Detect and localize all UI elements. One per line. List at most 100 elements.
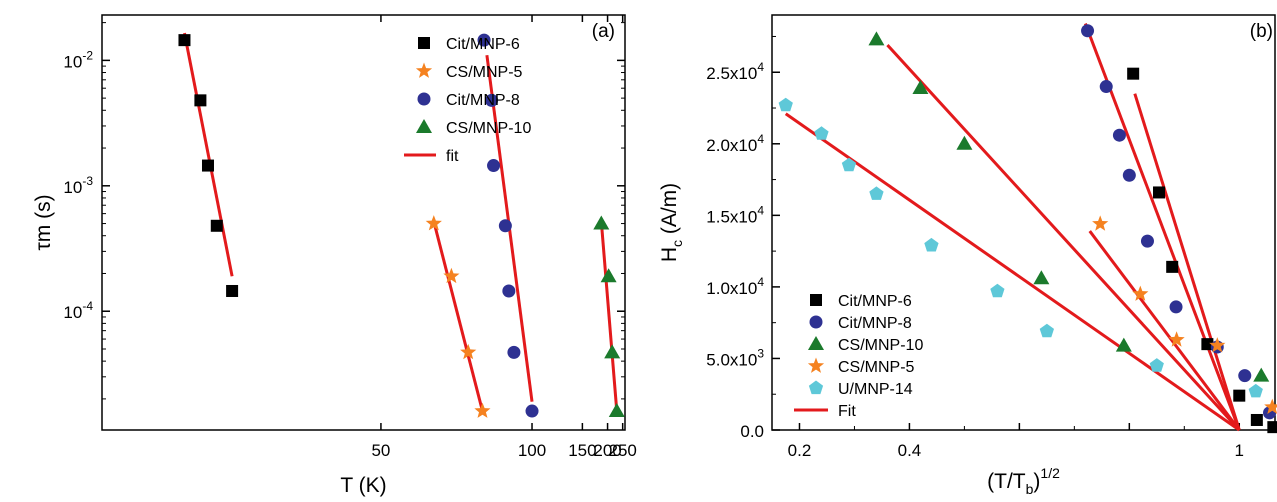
legend: Cit/MNP-6 CS/MNP-5 Cit/MNP-8 CS/MNP-10 fit — [404, 36, 531, 165]
legend-label: Cit/MNP-8 — [446, 92, 520, 109]
y-tick-base: 2.5x10 — [706, 64, 757, 83]
x-axis-title-part: 1/2 — [1040, 465, 1060, 481]
data-point-cit-mnp-8 — [1081, 24, 1095, 38]
panel-label: (b) — [1250, 21, 1273, 42]
data-point-cs-mnp-10 — [593, 215, 610, 230]
data-point-cit-mnp-8 — [487, 159, 501, 173]
legend-marker-cit-mnp-6 — [810, 294, 822, 306]
data-point-cit-mnp-8 — [477, 33, 491, 47]
y-tick-label: 10-3 — [63, 174, 93, 197]
legend-marker-cs-mnp-5 — [415, 62, 433, 78]
y-tick-base: 5.0x10 — [706, 350, 757, 369]
x-tick-label: 0.4 — [898, 441, 922, 460]
data-point-cs-mnp-10 — [1033, 270, 1050, 285]
fit-line — [1083, 23, 1241, 431]
fit-line — [432, 221, 484, 412]
data-point-cs-mnp-10 — [956, 135, 973, 150]
y-tick-base: 10 — [63, 52, 82, 71]
x-axis-title-part: b — [1026, 481, 1034, 497]
data-point-cs-mnp-5 — [1092, 215, 1109, 231]
y-tick-base: 1.0x10 — [706, 279, 757, 298]
data-point-cit-mnp-8 — [1238, 369, 1252, 383]
y-tick-exp: 4 — [757, 275, 764, 289]
y-tick-exp: 4 — [757, 132, 764, 146]
x-tick-label: 150 — [568, 441, 596, 460]
x-axis-title: T (K) — [340, 474, 386, 497]
legend-marker-u-mnp-14 — [808, 380, 824, 395]
legend-label: U/MNP-14 — [838, 381, 913, 398]
legend-label: CS/MNP-5 — [838, 359, 915, 376]
data-point-cit-mnp-6 — [1166, 260, 1179, 273]
legend-marker-cs-mnp-10 — [416, 119, 432, 133]
fit-line — [886, 44, 1241, 432]
data-point-cs-mnp-10 — [1253, 367, 1270, 382]
y-axis-title-part: (A/m) — [658, 183, 681, 240]
y-tick-base: 10 — [63, 303, 82, 322]
data-point-cit-mnp-8 — [498, 219, 512, 233]
data-point-cit-mnp-8 — [1112, 128, 1126, 142]
data-point-cit-mnp-6 — [1233, 389, 1246, 402]
data-point-cs-mnp-5 — [1168, 331, 1185, 347]
data-point-cs-mnp-10 — [912, 79, 929, 94]
data-point-cit-mnp-8 — [1099, 80, 1113, 94]
data-point-cit-mnp-8 — [525, 404, 539, 418]
x-axis-title-part: ) — [1033, 470, 1040, 493]
data-point-cs-mnp-10 — [868, 31, 885, 46]
legend-label: CS/MNP-10 — [838, 337, 923, 354]
x-axis-title: (T/Tb)1/2 — [987, 465, 1060, 497]
y-tick-label: 5.0x103 — [706, 346, 764, 369]
y-tick-base: 1.5x10 — [706, 207, 757, 226]
data-point-cit-mnp-6 — [1127, 67, 1140, 80]
data-point-cs-mnp-10 — [604, 344, 621, 359]
data-point-cit-mnp-6 — [1201, 338, 1214, 351]
fit-line — [182, 32, 234, 277]
x-tick-label: 100 — [518, 441, 546, 460]
data-point-u-mnp-14 — [1149, 358, 1164, 372]
legend-label: Fit — [838, 403, 856, 420]
data-point-u-mnp-14 — [814, 126, 829, 140]
data-point-cit-mnp-8 — [502, 284, 516, 298]
y-tick-label: 1.0x104 — [706, 275, 764, 298]
data-point-cs-mnp-5 — [1209, 337, 1226, 353]
data-point-cit-mnp-6 — [1267, 421, 1277, 434]
data-point-cit-mnp-8 — [1140, 234, 1154, 248]
y-tick-exp: -3 — [82, 174, 93, 188]
legend: Cit/MNP-6 Cit/MNP-8 CS/MNP-10 CS/MNP-5 U/MNP… — [794, 293, 923, 420]
panel-label: (a) — [592, 21, 615, 42]
data-point-u-mnp-14 — [990, 283, 1005, 298]
data-point-cs-mnp-10 — [1115, 337, 1132, 352]
legend-label: Cit/MNP-8 — [838, 315, 912, 332]
data-point-cit-mnp-6 — [226, 284, 239, 297]
y-tick-label: 1.5x104 — [706, 203, 764, 226]
fit-line — [1133, 93, 1241, 431]
y-tick-label: 2.5x104 — [706, 60, 764, 83]
data-point-cit-mnp-6 — [1250, 413, 1263, 426]
y-tick-exp: 3 — [757, 346, 764, 360]
data-point-cs-mnp-5 — [1264, 398, 1277, 414]
data-point-u-mnp-14 — [924, 237, 939, 252]
y-axis-title-part: H — [658, 247, 681, 262]
legend-label: CS/MNP-10 — [446, 120, 531, 137]
data-point-cit-mnp-6 — [210, 219, 223, 232]
y-tick-exp: 4 — [757, 203, 764, 217]
y-tick-exp: -2 — [82, 48, 93, 62]
y-tick-exp: 4 — [757, 60, 764, 74]
y-axis-title: τm (s) — [32, 194, 55, 250]
fit-line — [1088, 230, 1241, 431]
data-point-u-mnp-14 — [841, 157, 857, 172]
fit-line — [599, 221, 619, 412]
legend-label: CS/MNP-5 — [446, 64, 523, 81]
data-point-u-mnp-14 — [869, 186, 884, 200]
data-point-cit-mnp-8 — [1122, 168, 1136, 182]
data-point-cit-mnp-6 — [178, 34, 191, 47]
x-tick-label: 1 — [1235, 441, 1244, 460]
y-tick-label: 0.0 — [740, 422, 764, 441]
y-axis-title-part: c — [669, 240, 685, 247]
data-point-u-mnp-14 — [1039, 323, 1054, 338]
y-tick-label: 10-4 — [63, 299, 93, 322]
data-point-cs-mnp-5 — [474, 402, 491, 418]
legend-marker-cs-mnp-5 — [807, 357, 825, 373]
x-tick-label: 200 — [593, 441, 621, 460]
